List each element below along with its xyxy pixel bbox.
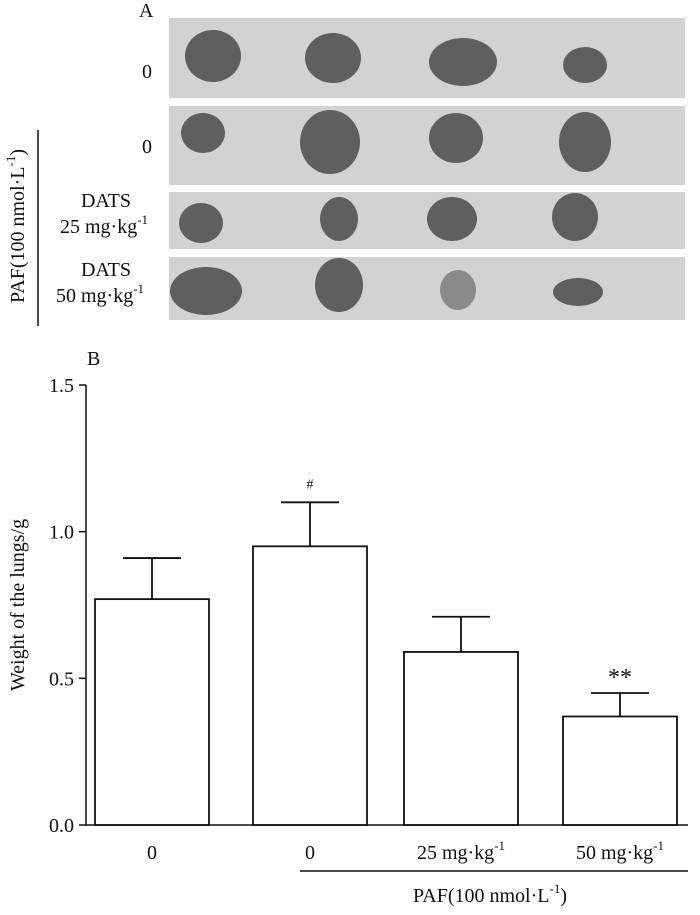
row-label-dats-25-dose: 25 mg·kg (60, 216, 137, 238)
x-tick-label-text: 25 mg·kg (417, 842, 494, 864)
photo-strip-control (169, 18, 685, 98)
y-axis-label: Weight of the lungs/g (7, 519, 29, 691)
x-tick-label: 0 (147, 842, 157, 864)
row-label-dats-25-sup: -1 (137, 212, 148, 227)
row-label-control: 0 (142, 61, 152, 83)
panel-a: A 0 0 DATS 25 mg·kg-1 (3, 0, 685, 326)
y-ticks: 0.0 0.5 1.0 1.5 (49, 375, 86, 837)
row-label-dats-50-dose: 50 mg·kg (56, 285, 133, 307)
x-tick-label: 25 mg·kg-1 (417, 838, 505, 864)
panel-b-label: B (87, 348, 100, 370)
x-tick-label-sup: -1 (494, 838, 505, 853)
lung-samples-dats-50 (170, 258, 603, 315)
panel-a-bracket-text: PAF(100 nmol·L (7, 167, 29, 304)
bars-layer: # ** (94, 477, 678, 826)
x-tick-label-text: 50 mg·kg (576, 842, 653, 864)
y-tick-label: 0.5 (49, 668, 74, 690)
row-label-dats-25-line2: 25 mg·kg-1 (60, 212, 148, 238)
bar (403, 651, 519, 826)
row-label-dats-50-line2: 50 mg·kg-1 (56, 281, 144, 307)
bar (562, 715, 678, 826)
panel-a-label: A (139, 0, 154, 22)
y-tick-label: 1.5 (49, 375, 74, 397)
lung-samples-control (185, 30, 607, 86)
x-tick-label-text: 0 (305, 842, 315, 864)
significance-marker: ** (608, 665, 632, 691)
row-label-dats-50-line1: DATS (81, 259, 131, 281)
x-tick-label-text: 0 (147, 842, 157, 864)
y-tick-label: 1.0 (49, 522, 74, 544)
lung-samples-paf (181, 110, 611, 174)
panel-b: B Weight of the lungs/g 0.0 0.5 1.0 1.5 # **… (7, 348, 688, 907)
panel-a-bracket-label: PAF(100 nmol·L-1) (3, 149, 29, 303)
row-label-dats-50-sup: -1 (133, 281, 144, 296)
photo-strip-dats-25 (169, 192, 685, 249)
photo-strip-dats-50 (169, 257, 685, 320)
panel-a-bracket-sup: -1 (3, 156, 18, 167)
x-tick-label: 50 mg·kg-1 (576, 838, 664, 864)
x-tick-label-sup: -1 (653, 838, 664, 853)
row-label-paf: 0 (142, 136, 152, 158)
group-label-sup: -1 (550, 881, 561, 896)
group-label-close: ) (560, 885, 567, 907)
group-label: PAF(100 nmol·L-1) (413, 881, 567, 907)
group-label-text: PAF(100 nmol·L (413, 885, 550, 907)
bar (94, 598, 210, 826)
significance-marker: # (307, 477, 314, 492)
x-tick-labels: 0 0 25 mg·kg-1 50 mg·kg-1 (147, 838, 664, 864)
y-tick-label: 0.0 (49, 815, 74, 837)
row-label-dats-25-line1: DATS (81, 190, 131, 212)
bar (252, 545, 368, 826)
panel-a-bracket-close: ) (7, 149, 29, 156)
lung-samples-dats-25 (179, 193, 598, 243)
x-tick-label: 0 (305, 842, 315, 864)
